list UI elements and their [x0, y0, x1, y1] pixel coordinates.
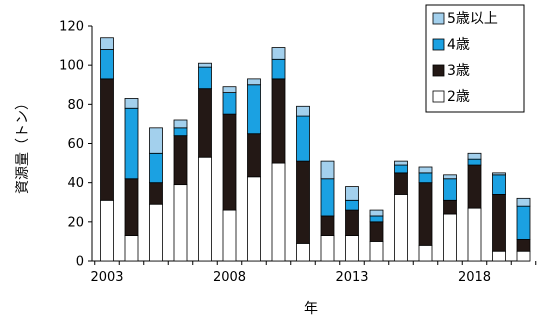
- bar-segment-3: [394, 164, 408, 174]
- y-ticks: 0 20 40 60 80 100 120: [59, 20, 92, 270]
- legend-label: 5歳以上: [447, 11, 498, 27]
- bar-segment-4: [345, 186, 359, 201]
- bar-segment-4: [149, 127, 163, 154]
- bar-segment-1: [173, 184, 188, 262]
- bar-segment-4: [418, 166, 433, 174]
- bar-segment-2: [443, 199, 457, 215]
- legend-swatch: [432, 90, 445, 103]
- bar-segment-2: [271, 78, 286, 164]
- bar-segment-2: [369, 221, 384, 242]
- bar-segment-1: [492, 250, 506, 262]
- y-tick-label: 100: [59, 59, 84, 74]
- y-tick-label: 20: [67, 215, 84, 230]
- legend-swatch: [432, 38, 445, 51]
- y-axis-title: 資源量（トン）: [15, 96, 31, 194]
- bar-segment-2: [516, 239, 531, 252]
- bar-segment-4: [198, 62, 212, 68]
- bar-segment-4: [516, 197, 531, 207]
- legend-label: 2歳: [447, 89, 470, 105]
- bar-segment-3: [198, 66, 212, 90]
- bar-segment-1: [369, 241, 384, 262]
- bar-segment-4: [173, 119, 188, 129]
- bar-segment-2: [320, 215, 335, 236]
- bar-segment-1: [149, 203, 163, 262]
- bar-segment-3: [345, 199, 359, 211]
- bar-segment-3: [100, 49, 114, 80]
- bar-segment-3: [149, 152, 163, 184]
- bar-segment-4: [124, 98, 139, 109]
- legend-swatch: [432, 64, 445, 77]
- bar-segment-4: [467, 152, 482, 160]
- x-axis-title: 年: [304, 301, 318, 317]
- bar-segment-1: [345, 235, 359, 262]
- bar-segment-2: [149, 182, 163, 205]
- legend-label: 4歳: [447, 37, 470, 53]
- bar-segment-1: [467, 207, 482, 262]
- bar-segment-2: [394, 172, 408, 195]
- bar-segment-1: [247, 176, 261, 262]
- y-tick-label: 120: [59, 20, 84, 35]
- bar-segment-4: [222, 86, 237, 93]
- bar-segment-2: [345, 209, 359, 236]
- bar-segment-4: [320, 160, 335, 180]
- bar-segment-3: [492, 174, 506, 195]
- y-tick-label: 60: [67, 137, 84, 152]
- bar-segment-3: [467, 158, 482, 166]
- bar-segment-1: [100, 199, 114, 262]
- bar-segment-1: [443, 213, 457, 262]
- bar-segment-3: [173, 127, 188, 137]
- bar-segment-4: [492, 172, 506, 176]
- bar-segment-1: [271, 162, 286, 262]
- bar-segment-3: [418, 172, 433, 184]
- legend: 5歳以上 4歳 3歳 2歳: [425, 4, 525, 113]
- x-tick-label: 2018: [458, 270, 491, 285]
- bar-segment-2: [173, 135, 188, 186]
- bar-segment-4: [443, 174, 457, 180]
- x-ticks: 2003 2008 2013 2018: [90, 261, 537, 285]
- bar-segment-2: [100, 78, 114, 201]
- legend-swatch: [432, 12, 445, 25]
- y-tick-label: 0: [76, 255, 84, 270]
- bar-segment-3: [271, 58, 286, 80]
- bar-segment-3: [320, 178, 335, 217]
- bar-segment-2: [492, 194, 506, 252]
- bar-segment-3: [369, 215, 384, 223]
- bar-segment-1: [418, 244, 433, 262]
- bar-segment-4: [296, 105, 310, 117]
- bar-segment-3: [124, 107, 139, 180]
- bar-segment-1: [124, 235, 139, 262]
- x-tick-label: 2013: [335, 270, 368, 285]
- x-tick-label: 2008: [213, 270, 246, 285]
- bars: [100, 37, 531, 262]
- bar-segment-2: [222, 113, 237, 211]
- bar-segment-1: [296, 242, 310, 262]
- bar-segment-4: [100, 37, 114, 50]
- bar-segment-4: [394, 160, 408, 166]
- legend-label: 3歳: [447, 63, 470, 79]
- bar-segment-2: [418, 182, 433, 246]
- bar-segment-2: [296, 160, 310, 244]
- bar-segment-3: [443, 178, 457, 201]
- bar-segment-4: [247, 78, 261, 86]
- bar-segment-2: [198, 88, 212, 158]
- y-tick-label: 40: [67, 176, 84, 191]
- bar-segment-1: [222, 209, 237, 262]
- bar-segment-1: [394, 194, 408, 262]
- bar-segment-2: [247, 133, 261, 178]
- bar-segment-4: [369, 209, 384, 217]
- bar-segment-3: [296, 115, 310, 162]
- bar-segment-3: [516, 205, 531, 240]
- bar-segment-2: [467, 164, 482, 209]
- bar-segment-1: [320, 235, 335, 262]
- x-tick-label: 2003: [90, 270, 123, 285]
- bar-segment-1: [516, 250, 531, 262]
- bar-segment-4: [271, 47, 286, 60]
- bar-segment-3: [247, 84, 261, 135]
- bar-segment-2: [124, 178, 139, 236]
- y-tick-label: 80: [67, 98, 84, 113]
- bar-segment-3: [222, 92, 237, 115]
- bar-segment-1: [198, 156, 212, 262]
